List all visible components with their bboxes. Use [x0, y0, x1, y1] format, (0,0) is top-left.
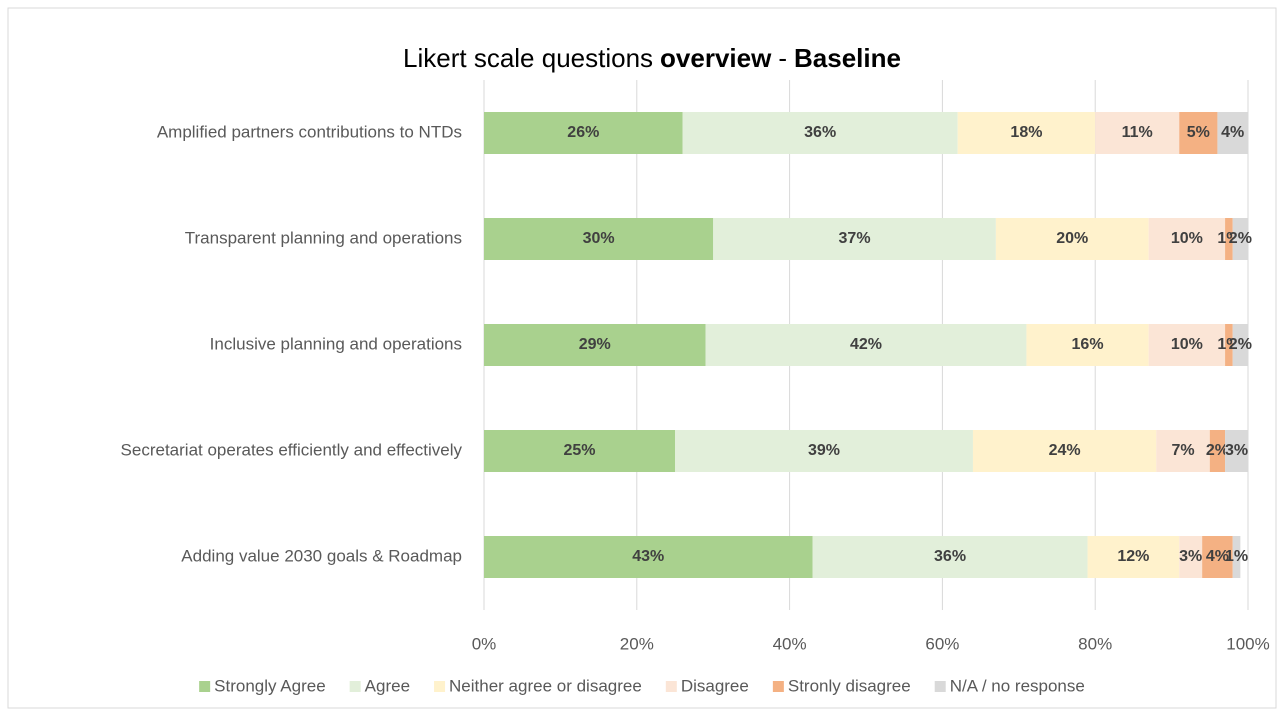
value-label: 11%: [1122, 124, 1153, 141]
value-label: 16%: [1072, 336, 1104, 353]
value-label: 18%: [1010, 124, 1042, 141]
title-part: -: [778, 43, 787, 73]
value-label: 26%: [567, 124, 599, 141]
x-tick-label: 40%: [773, 634, 807, 653]
value-label: 4%: [1206, 548, 1229, 565]
value-label: 7%: [1171, 442, 1194, 459]
bar-segment: [1232, 218, 1248, 260]
legend-swatch: [349, 681, 361, 692]
bar-segment: [957, 112, 1096, 154]
bar-segment: [1156, 430, 1210, 472]
title-part: overview: [660, 43, 772, 73]
legend-label: Strongly Agree: [214, 676, 326, 695]
bar-segment: [484, 430, 675, 472]
value-label: 10%: [1171, 230, 1203, 247]
bar-segment: [484, 536, 813, 578]
bar-segment: [1202, 536, 1233, 578]
bar-segment: [484, 112, 683, 154]
value-label: 5%: [1187, 124, 1210, 141]
x-tick-label: 100%: [1226, 634, 1269, 653]
bar-segment: [1095, 112, 1180, 154]
bar-segment: [713, 218, 996, 260]
bar-segment: [484, 324, 706, 366]
bar-segment: [1209, 430, 1226, 472]
value-label: 43%: [632, 548, 664, 565]
value-label: 24%: [1049, 442, 1081, 459]
y-tick-label: Transparent planning and operations: [185, 228, 462, 247]
y-tick-label: Amplified partners contributions to NTDs: [157, 122, 462, 141]
value-label: 2%: [1229, 336, 1252, 353]
bar-segment: [705, 324, 1027, 366]
bar-segment: [1232, 324, 1248, 366]
value-label: 4%: [1221, 124, 1244, 141]
value-label: 3%: [1225, 442, 1248, 459]
bar-segment: [812, 536, 1088, 578]
bar-segment: [675, 430, 973, 472]
legend-label: N/A / no response: [950, 676, 1085, 695]
chart-title: Likert scale questions overview - Baseline: [403, 43, 901, 73]
bar-segment: [972, 430, 1157, 472]
title-part: Likert scale questions: [403, 43, 653, 73]
x-tick-label: 20%: [620, 634, 654, 653]
legend-label: Agree: [365, 676, 410, 695]
legend-swatch: [772, 681, 784, 692]
x-tick-label: 80%: [1078, 634, 1112, 653]
value-label: 1%: [1225, 548, 1248, 565]
legend-swatch: [934, 681, 946, 692]
bar-segment: [1225, 430, 1248, 472]
legend-label: Disagree: [681, 676, 749, 695]
bar-segment: [995, 218, 1149, 260]
bar-segment: [484, 218, 714, 260]
x-tick-label: 0%: [472, 634, 497, 653]
bar-segment: [1148, 218, 1226, 260]
value-label: 39%: [808, 442, 840, 459]
bar-segment: [1179, 536, 1203, 578]
value-label: 36%: [934, 548, 966, 565]
value-label: 10%: [1171, 336, 1203, 353]
value-label: 30%: [583, 230, 615, 247]
bar-segment: [1087, 536, 1180, 578]
y-tick-label: Inclusive planning and operations: [210, 334, 462, 353]
value-label: 2%: [1229, 230, 1252, 247]
bar-segment: [1225, 218, 1233, 260]
legend-label: Neither agree or disagree: [449, 676, 642, 695]
legend-swatch: [199, 681, 211, 692]
title-part: Baseline: [794, 43, 901, 73]
legend-swatch: [434, 681, 446, 692]
bar-segment: [682, 112, 958, 154]
bar-segment: [1225, 324, 1233, 366]
value-label: 37%: [839, 230, 871, 247]
value-label: 42%: [850, 336, 882, 353]
value-label: 3%: [1179, 548, 1202, 565]
value-label: 25%: [563, 442, 595, 459]
value-label: 29%: [579, 336, 611, 353]
legend-label: Stronly disagree: [788, 676, 911, 695]
bar-segment: [1179, 112, 1218, 154]
value-label: 2%: [1206, 442, 1229, 459]
y-tick-label: Secretariat operates efficiently and eff…: [121, 440, 463, 459]
bar-segment: [1026, 324, 1149, 366]
legend-swatch: [665, 681, 677, 692]
value-label: 20%: [1056, 230, 1088, 247]
value-label: 12%: [1117, 548, 1149, 565]
x-tick-label: 60%: [925, 634, 959, 653]
bar-segment: [1148, 324, 1226, 366]
value-label: 36%: [804, 124, 836, 141]
bar-segment: [1232, 536, 1241, 578]
y-tick-label: Adding value 2030 goals & Roadmap: [181, 546, 462, 565]
bar-segment: [1217, 112, 1248, 154]
